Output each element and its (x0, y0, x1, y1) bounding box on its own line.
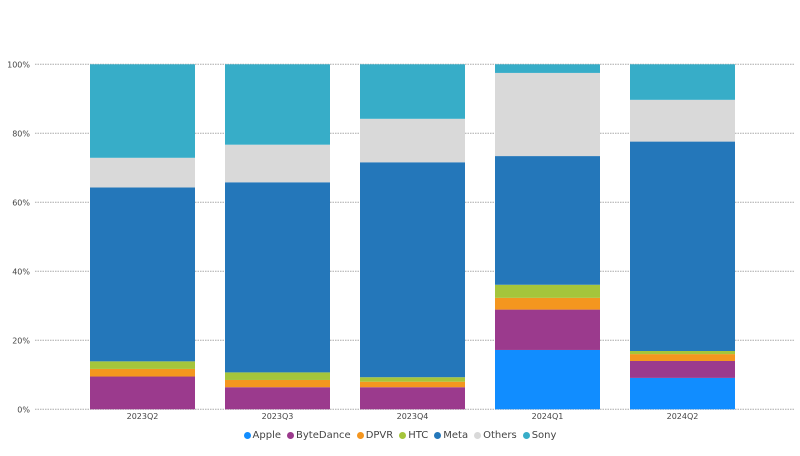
x-tick-label: 2024Q2 (667, 412, 699, 421)
y-tick-label: 100% (7, 60, 30, 69)
legend-label: DPVR (365, 430, 394, 441)
y-tick-label: 0% (17, 405, 30, 414)
bar-bytedance-2023q2[interactable] (90, 376, 195, 410)
bars (90, 64, 735, 410)
x-tick-label: 2023Q2 (127, 412, 159, 421)
bar-sony-2024q1[interactable] (495, 64, 600, 73)
legend-label: ByteDance (296, 430, 351, 441)
legend-item-htc[interactable]: HTC (399, 430, 428, 441)
bar-htc-2023q2[interactable] (90, 361, 195, 369)
bar-sony-2024q2[interactable] (630, 64, 735, 100)
legend-item-others[interactable]: Others (474, 430, 517, 441)
bar-bytedance-2023q4[interactable] (360, 387, 465, 410)
legend-marker-icon (287, 432, 295, 439)
legend-item-meta[interactable]: Meta (434, 430, 468, 441)
bar-sony-2023q2[interactable] (90, 64, 195, 158)
legend-label: Others (483, 430, 517, 441)
bar-others-2023q4[interactable] (360, 118, 465, 163)
bar-bytedance-2024q2[interactable] (630, 361, 735, 378)
legend-marker-icon (399, 432, 407, 439)
bar-dpvr-2023q2[interactable] (90, 368, 195, 377)
bar-meta-2024q1[interactable] (495, 156, 600, 285)
y-tick-label: 20% (12, 336, 30, 345)
bar-dpvr-2024q2[interactable] (630, 354, 735, 361)
bar-meta-2023q3[interactable] (225, 182, 330, 373)
bar-sony-2023q4[interactable] (360, 64, 465, 119)
legend-marker-icon (522, 432, 530, 439)
legend-label: Meta (443, 430, 469, 441)
bar-meta-2024q2[interactable] (630, 141, 735, 351)
legend-label: HTC (408, 430, 429, 441)
legend-item-dpvr[interactable]: DPVR (356, 430, 394, 441)
bar-meta-2023q2[interactable] (90, 187, 195, 362)
bar-bytedance-2023q3[interactable] (225, 387, 330, 410)
bar-dpvr-2023q3[interactable] (225, 379, 330, 388)
y-tick-label: 80% (12, 129, 30, 138)
bar-bytedance-2024q1[interactable] (495, 309, 600, 350)
bar-others-2024q1[interactable] (495, 72, 600, 157)
y-axis: 0% 20% 40% 60% 80% 100% (7, 60, 30, 414)
legend: Apple ByteDance DPVR HTC Meta Others Sony (0, 430, 800, 441)
bar-htc-2024q1[interactable] (495, 284, 600, 298)
bar-sony-2023q3[interactable] (225, 64, 330, 145)
legend-marker-icon (356, 432, 364, 439)
bar-meta-2023q4[interactable] (360, 162, 465, 378)
legend-marker-icon (243, 432, 251, 439)
x-tick-label: 2024Q1 (532, 412, 564, 421)
legend-item-bytedance[interactable]: ByteDance (287, 430, 351, 441)
legend-marker-icon (434, 432, 442, 439)
bar-htc-2023q4[interactable] (360, 377, 465, 382)
bar-htc-2023q3[interactable] (225, 372, 330, 380)
bar-others-2023q3[interactable] (225, 144, 330, 183)
legend-item-apple[interactable]: Apple (243, 430, 282, 441)
bar-dpvr-2024q1[interactable] (495, 297, 600, 310)
bar-dpvr-2023q4[interactable] (360, 381, 465, 388)
legend-label: Sony (531, 430, 557, 441)
legend-marker-icon (474, 432, 482, 439)
y-tick-label: 40% (12, 267, 30, 276)
bar-htc-2024q2[interactable] (630, 350, 735, 355)
bar-apple-2024q2[interactable] (630, 377, 735, 410)
y-tick-label: 60% (12, 198, 30, 207)
x-tick-label: 2023Q3 (262, 412, 294, 421)
bar-apple-2024q1[interactable] (495, 349, 600, 410)
bar-others-2024q2[interactable] (630, 99, 735, 142)
legend-label: Apple (252, 430, 282, 441)
x-axis: 2023Q2 2023Q3 2023Q4 2024Q1 2024Q2 (127, 412, 699, 421)
bar-others-2023q2[interactable] (90, 157, 195, 188)
x-tick-label: 2023Q4 (397, 412, 429, 421)
legend-item-sony[interactable]: Sony (522, 430, 557, 441)
